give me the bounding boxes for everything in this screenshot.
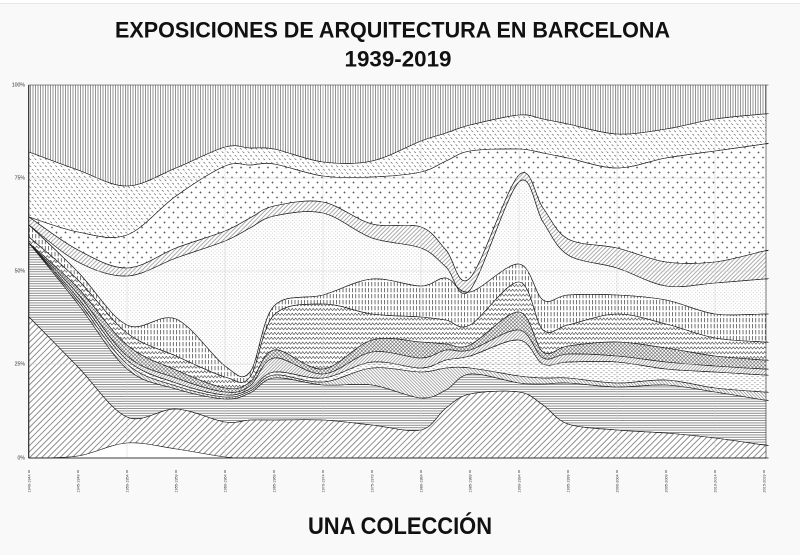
svg-text:25%: 25% <box>15 362 26 368</box>
svg-text:1980-1984: 1980-1984 <box>420 474 424 492</box>
svg-text:1965-1969: 1965-1969 <box>273 474 277 492</box>
svg-text:2015-2019: 2015-2019 <box>763 474 767 492</box>
svg-text:2000-2004: 2000-2004 <box>616 474 620 492</box>
svg-text:EXPOSICIONES DE ARQUITECTURA E: EXPOSICIONES DE ARQUITECTURA EN BARCELON… <box>115 18 670 43</box>
svg-text:1995-1999: 1995-1999 <box>567 474 571 492</box>
svg-text:1970-1974: 1970-1974 <box>322 474 326 492</box>
svg-text:1955-1959: 1955-1959 <box>175 474 179 492</box>
svg-text:50%: 50% <box>15 269 26 275</box>
svg-text:1975-1979: 1975-1979 <box>371 474 375 492</box>
svg-text:1939-2019: 1939-2019 <box>345 47 452 72</box>
svg-text:2005-2009: 2005-2009 <box>665 474 669 492</box>
svg-text:1960-1964: 1960-1964 <box>224 474 228 492</box>
svg-text:0%: 0% <box>18 456 26 462</box>
svg-text:75%: 75% <box>15 176 26 182</box>
svg-text:UNA COLECCIÓN: UNA COLECCIÓN <box>308 512 492 540</box>
svg-text:2010-2014: 2010-2014 <box>714 474 718 492</box>
svg-text:1950-1954: 1950-1954 <box>126 474 130 492</box>
svg-text:1985-1989: 1985-1989 <box>469 474 473 492</box>
svg-text:100%: 100% <box>12 83 26 89</box>
svg-text:1945-1949: 1945-1949 <box>77 474 81 492</box>
svg-text:1990-1994: 1990-1994 <box>518 474 522 492</box>
svg-text:1940-1944: 1940-1944 <box>28 474 32 492</box>
